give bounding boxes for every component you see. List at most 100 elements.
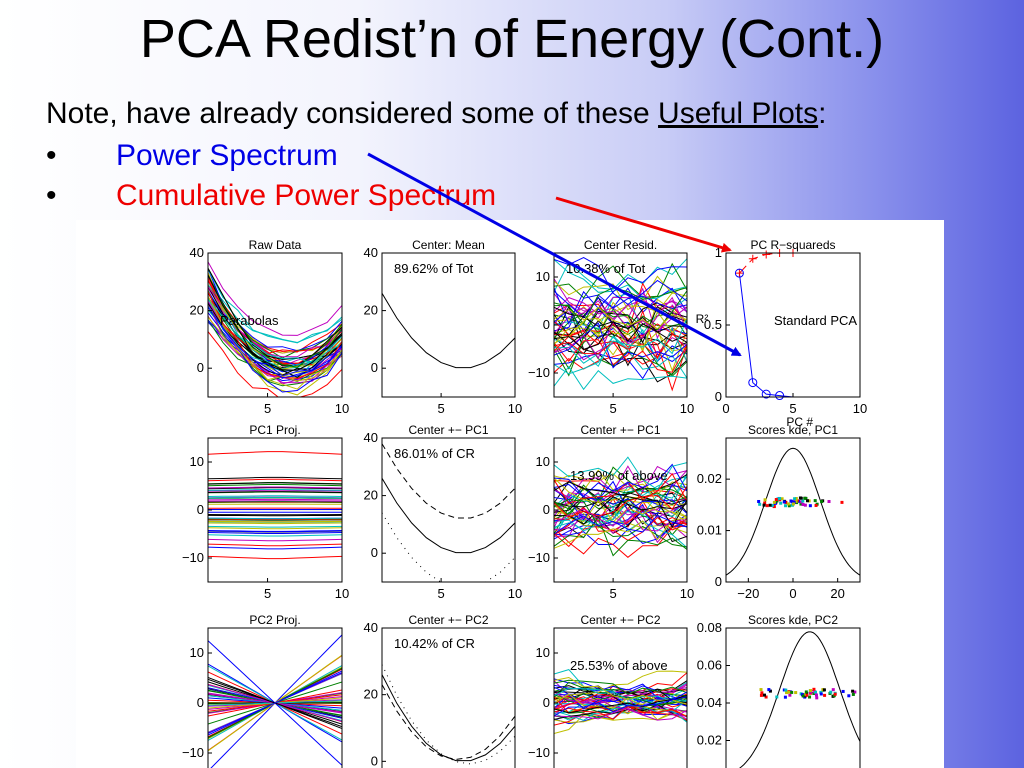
score-point [782,500,786,504]
subplot-12: Scores kde, PC2 0.02 0.04 0.06 0.08 [697,613,861,768]
score-point [787,504,791,508]
score-point [851,692,855,696]
y-tick-label: 10 [536,454,550,469]
y-tick-label: 0 [371,360,378,375]
subplot-5: PC1 Proj. 5 10 −10 0 10 [182,423,349,601]
subplot-3: Center Resid. 10.38% of Tot 5 10 −10 0 10 [528,238,694,416]
y-tick-label: 0.06 [697,658,722,673]
score-point [819,692,823,696]
y-tick-label: 0.01 [697,523,722,538]
x-tick-label: 5 [609,586,616,601]
score-point [784,688,788,692]
subplot-10: Center +− PC2 10.42% of CR 0 20 40 [364,613,516,768]
residual-curve [554,514,687,535]
data-curve [208,274,342,371]
kde-curve [739,631,860,768]
y-tick-label: 10 [536,645,550,660]
projection-curve [208,484,342,487]
projection-curve [208,451,342,455]
projection-curve [208,498,342,501]
projection-curve [208,489,342,491]
x-tick-label: −20 [737,586,759,601]
y-tick-label: 0 [371,545,378,560]
score-point [814,693,818,697]
residual-curve [554,480,687,514]
score-point [847,694,851,698]
score-point [772,500,776,504]
score-point [794,499,798,503]
projection-curve [208,670,342,736]
score-point [840,500,844,504]
residual-curve [554,521,687,545]
score-point [772,505,776,509]
r2-point [761,389,771,399]
plot-lines [738,253,847,397]
subplot-11: Center +− PC2 25.53% of above −10 0 10 [528,613,688,768]
score-point [809,689,813,693]
residual-curve [554,456,687,491]
score-point [841,689,845,693]
plot-lines [208,261,342,397]
y-tick-label: 0.04 [697,695,722,710]
data-curve [208,298,342,365]
r2-series-individual [738,273,847,397]
y-tick-label: 20 [190,303,204,318]
score-point [789,499,793,503]
plot-lines [726,447,860,576]
y-tick-label: −10 [528,550,550,565]
score-point [759,693,763,697]
bullet-marker: • [46,179,57,212]
residual-curve [554,679,687,695]
score-point [803,503,807,507]
residual-curve [554,691,687,706]
chart-annotation: Standard PCA [774,313,857,328]
projection-curve [208,532,342,534]
chart-annotation: 10.38% of Tot [566,261,646,276]
useful-plots-link[interactable]: Useful Plots [658,97,819,130]
score-point [805,693,809,697]
plot-lines [382,443,515,582]
score-point [774,498,778,502]
minus-pc-curve [382,664,515,765]
x-axis-label: PC # [786,415,813,429]
r2-point [748,254,757,263]
y-tick-label: 40 [190,245,204,260]
score-point [762,503,766,507]
score-point [775,695,779,699]
y-tick-label: 10 [190,454,204,469]
residual-curve [554,487,687,510]
score-point [763,501,767,505]
subplot-6: Center +− PC1 86.01% of CR 5 10 0 20 40 [364,423,523,601]
residual-curve [554,687,687,702]
y-tick-label: −10 [182,550,204,565]
x-tick-label: 10 [508,401,522,416]
x-tick-label: 10 [680,401,694,416]
projection-curve [208,555,342,560]
score-point [827,500,831,504]
residual-curve [554,517,687,549]
chart-title: Center +− PC2 [408,613,488,627]
score-point [784,504,788,508]
score-point [829,690,833,694]
chart-title: Center Resid. [584,238,657,252]
data-curve [208,319,342,377]
residual-curve [554,694,687,714]
score-point [808,695,812,699]
score-point [815,696,819,700]
plot-lines [208,634,342,768]
score-point [809,690,813,694]
score-point [805,499,809,503]
score-point [801,503,805,507]
score-point [814,690,818,694]
score-point [792,500,796,504]
chart-title: Center +− PC1 [408,423,488,437]
data-curve [208,291,342,380]
score-point [793,497,797,501]
projection-curve [208,496,342,499]
residual-curve [554,349,687,380]
plus-pc-curve [382,684,515,761]
projection-curve [208,538,342,542]
note-line: Note, have already considered some of th… [46,96,826,132]
score-point [819,690,823,694]
